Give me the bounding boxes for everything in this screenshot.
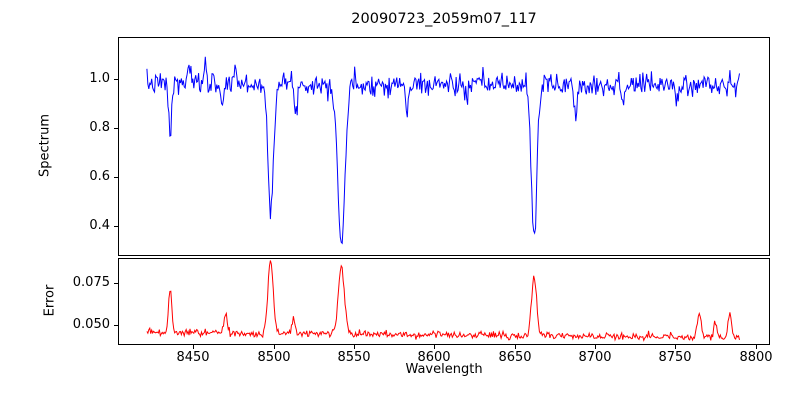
spectrum-panel [118,37,770,256]
spectrum-y-tick-label: 0.6 [89,169,110,184]
error-y-tick [114,324,118,326]
spectrum-y-tick [114,127,118,129]
spectrum-plot-area [118,37,770,256]
x-tick [514,345,516,349]
spectrum-y-tick-label: 1.0 [89,71,110,86]
x-tick-label: 8550 [337,350,371,365]
x-tick-label: 8750 [658,350,692,365]
x-tick-label: 8600 [417,350,451,365]
x-tick [433,345,435,349]
error-line [146,260,740,342]
error-panel [118,258,770,345]
x-tick-label: 8500 [257,350,291,365]
spectrum-spine [118,37,770,256]
x-tick [192,345,194,349]
x-tick-label: 8700 [578,350,612,365]
spectrum-y-tick-label: 0.8 [89,120,110,135]
error-y-tick [114,282,118,284]
x-tick [674,345,676,349]
spectrum-y-tick [114,78,118,80]
error-y-axis-label: Error [42,284,58,317]
spectrum-y-axis-label: Spectrum [37,114,53,177]
spectrum-y-tick [114,225,118,227]
x-tick [273,345,275,349]
spectrum-line [146,56,740,245]
spectrum-y-tick [114,176,118,178]
error-plot-area [118,258,770,345]
error-y-tick-label: 0.075 [72,275,110,290]
x-tick-label: 8800 [739,350,773,365]
x-tick-label: 8450 [176,350,210,365]
spectrum-y-tick-label: 0.4 [89,218,110,233]
x-tick-label: 8650 [498,350,532,365]
error-y-tick-label: 0.050 [72,317,110,332]
error-spine [118,258,770,345]
x-tick [755,345,757,349]
x-axis-label: Wavelength [405,362,483,377]
chart-title: 20090723_2059m07_117 [351,11,537,27]
x-tick [594,345,596,349]
x-tick [353,345,355,349]
